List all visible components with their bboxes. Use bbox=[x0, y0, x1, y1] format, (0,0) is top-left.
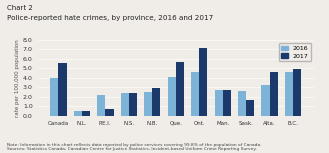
Bar bbox=[74, 111, 82, 116]
Bar bbox=[223, 90, 231, 116]
Bar bbox=[50, 78, 58, 116]
Bar bbox=[167, 77, 176, 116]
Bar bbox=[97, 95, 105, 116]
Bar bbox=[199, 48, 208, 116]
Text: Note: Information in this chart reflects data reported by police services coveri: Note: Information in this chart reflects… bbox=[7, 143, 261, 151]
Bar bbox=[191, 72, 199, 116]
Bar bbox=[120, 93, 129, 116]
Bar bbox=[238, 91, 246, 116]
Bar bbox=[246, 100, 254, 116]
Bar bbox=[144, 92, 152, 116]
Bar bbox=[293, 69, 301, 116]
Bar bbox=[129, 93, 137, 116]
Legend: 2016, 2017: 2016, 2017 bbox=[279, 43, 311, 61]
Bar bbox=[270, 72, 278, 116]
Bar bbox=[262, 85, 270, 116]
Bar bbox=[58, 63, 66, 116]
Bar bbox=[285, 72, 293, 116]
Y-axis label: rate per 100,000 population: rate per 100,000 population bbox=[15, 39, 20, 117]
Bar bbox=[176, 62, 184, 116]
Bar bbox=[105, 109, 114, 116]
Bar bbox=[152, 88, 161, 116]
Bar bbox=[82, 111, 90, 116]
Text: Police-reported hate crimes, by province, 2016 and 2017: Police-reported hate crimes, by province… bbox=[7, 15, 213, 21]
Text: Chart 2: Chart 2 bbox=[7, 5, 32, 11]
Bar bbox=[215, 90, 223, 116]
